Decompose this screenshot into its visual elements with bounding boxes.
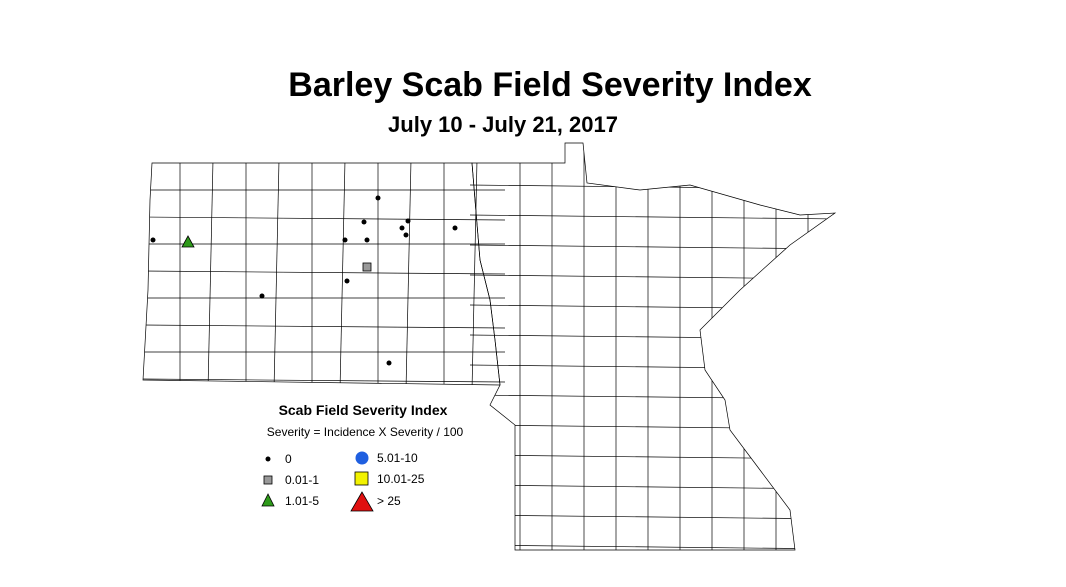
site-0 xyxy=(386,360,392,366)
field-sites xyxy=(150,195,458,366)
site-0 xyxy=(375,195,381,201)
county-line xyxy=(469,424,835,430)
county-line xyxy=(143,270,506,275)
county-line xyxy=(469,214,835,220)
county-line xyxy=(339,159,346,391)
site-0 xyxy=(344,278,350,284)
county-line xyxy=(207,159,214,391)
county-line xyxy=(469,244,835,250)
county-line xyxy=(469,364,835,370)
minnesota xyxy=(471,142,837,551)
county-line xyxy=(405,159,412,391)
county-line xyxy=(469,394,835,400)
state-map xyxy=(142,142,837,551)
county-line xyxy=(469,544,835,550)
county-line xyxy=(469,334,835,340)
county-line xyxy=(469,454,835,460)
legend-marker xyxy=(261,493,275,507)
site-0 xyxy=(342,237,348,243)
legend-marker xyxy=(350,491,374,512)
legend-subtitle: Severity = Incidence X Severity / 100 xyxy=(267,425,464,439)
legend-title: Scab Field Severity Index xyxy=(279,402,448,418)
county-line xyxy=(469,274,835,280)
county-line xyxy=(143,378,506,383)
legend-label: > 25 xyxy=(377,494,401,508)
site-moderate xyxy=(181,235,195,248)
legend-marker xyxy=(355,451,369,465)
site-0 xyxy=(405,218,411,224)
site-0 xyxy=(452,225,458,231)
county-line xyxy=(469,514,835,520)
legend-label: 0.01-1 xyxy=(285,473,319,487)
site-0 xyxy=(150,237,156,243)
site-0 xyxy=(259,293,265,299)
legend-marker xyxy=(265,456,271,462)
map-title: Barley Scab Field Severity Index xyxy=(288,66,812,104)
map-subtitle: July 10 - July 21, 2017 xyxy=(388,112,618,137)
county-line xyxy=(469,304,835,310)
legend-label: 0 xyxy=(285,452,292,466)
legend-label: 5.01-10 xyxy=(377,451,418,465)
legend: Scab Field Severity Index Severity = Inc… xyxy=(261,402,464,512)
legend-marker xyxy=(354,471,369,486)
site-0 xyxy=(361,219,367,225)
county-line xyxy=(469,484,835,490)
county-lines xyxy=(143,143,835,550)
county-line xyxy=(143,216,506,221)
site-low xyxy=(362,262,372,272)
site-0 xyxy=(399,225,405,231)
county-line xyxy=(143,324,506,329)
legend-marker xyxy=(263,475,273,485)
legend-label: 1.01-5 xyxy=(285,494,319,508)
county-line xyxy=(273,159,280,391)
site-0 xyxy=(403,232,409,238)
site-0 xyxy=(364,237,370,243)
legend-label: 10.01-25 xyxy=(377,472,425,486)
